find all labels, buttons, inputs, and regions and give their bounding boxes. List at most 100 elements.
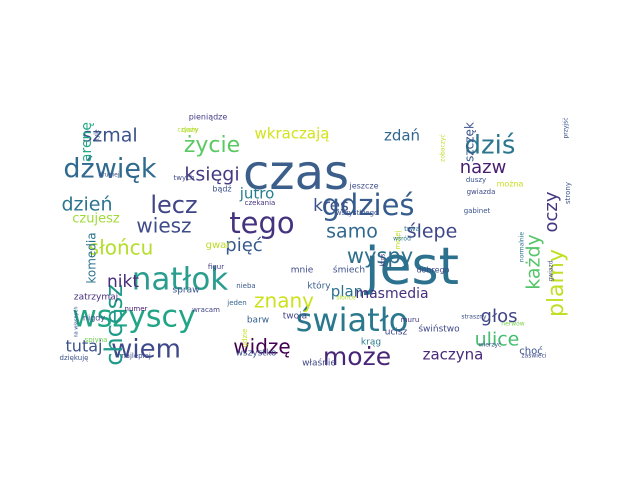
cloud-word: chcesz [100,284,128,365]
cloud-word: wśród [393,236,411,243]
cloud-word: gwiazda [467,188,496,196]
cloud-word: tego [229,206,294,240]
cloud-word: zdań [384,127,420,145]
cloud-word: słońce [336,295,356,302]
cloud-word: mojej [394,230,402,249]
cloud-word: natłok [132,262,229,298]
cloud-word: wracam [192,306,220,314]
cloud-word: nigdy [83,314,105,323]
cloud-word: śmiech [333,265,365,276]
cloud-word: przyjść [563,117,570,138]
cloud-word: mnie [291,266,314,276]
cloud-word: pieniądze [189,113,228,122]
cloud-word: lecz [150,191,197,219]
cloud-word: muru [401,316,420,324]
cloud-word: masmedia [355,286,428,302]
cloud-word: zaczyna [423,346,484,364]
cloud-word: jest [364,237,459,297]
cloud-word: tutaj [66,337,103,356]
cloud-word: barw [247,316,269,326]
cloud-word: właśnie [302,358,336,369]
cloud-word: jeden [226,299,246,307]
cloud-word: dzień [61,194,112,216]
cloud-word: choć [519,345,542,357]
cloud-word: wszystko [236,349,277,359]
cloud-word: jeszcze [348,182,378,191]
cloud-word: gwar [206,240,232,251]
cloud-word: ulice [475,329,520,351]
cloud-word: spiyna [85,336,108,344]
cloud-word: nerwów [501,321,525,328]
cloud-word: zaświeci [521,353,547,360]
cloud-word: gdzie [241,329,249,348]
cloud-word: wszyscy [72,300,196,335]
cloud-word: najlepiej [121,352,151,360]
cloud-word: widzę [233,335,290,359]
cloud-word: bądź [212,185,231,194]
cloud-word: plamy [544,249,569,317]
cloud-word: duży [182,126,199,134]
cloud-word: pięć [225,235,262,256]
cloud-word: dziś [465,131,516,161]
cloud-word: kres [313,196,349,216]
cloud-word: plan [331,283,363,301]
cloud-word: głos [481,306,518,327]
cloud-word: można [497,180,524,189]
cloud-word: wierzyć [479,342,502,349]
cloud-word: twoja [283,312,307,322]
cloud-word: wiesz [136,214,191,238]
cloud-word: ucisz [385,328,408,338]
cloud-word: strony [564,182,572,204]
cloud-word: ktoś [380,254,387,267]
cloud-word: czas [243,145,349,201]
cloud-word: czynny [177,127,199,134]
cloud-word: tyle [94,129,101,141]
cloud-word: czekania [245,199,276,207]
cloud-word: zobaczyć [440,134,447,162]
cloud-word: świństwo [418,324,460,335]
cloud-word: wszystkiego [336,209,379,217]
cloud-word: wyspy [347,244,413,268]
cloud-word: dziękuję [60,354,89,362]
cloud-word: nieba [236,282,255,290]
cloud-word: słońcu [89,236,154,260]
cloud-word: nikt [107,272,139,292]
cloud-word: znany [254,289,314,313]
cloud-word: dźwięk [63,154,157,185]
cloud-word: nazw [460,157,507,178]
cloud-word: każdy [523,234,545,290]
cloud-word: arenę [79,122,95,162]
cloud-word: figur [208,263,224,271]
cloud-word: ślepe [407,221,458,243]
cloud-word: szmal [82,125,137,147]
cloud-word: który [307,281,331,292]
cloud-word: gwiazd [548,260,555,281]
cloud-word: jutro [239,185,275,203]
cloud-word: dobrego [416,266,449,275]
cloud-word: drugiej [99,172,120,179]
cloud-word: może [323,342,391,371]
cloud-word: gabinet [464,207,491,215]
cloud-word: życie [184,133,240,158]
cloud-word: spraw [173,286,200,296]
cloud-word: krąg [361,338,381,348]
cloud-word: normalnie [519,232,526,262]
cloud-word: straszny [461,314,487,321]
cloud-word: wkraczają [255,125,330,143]
cloud-word: czujesz [72,212,120,227]
cloud-word: zatrzymaj [74,293,118,303]
cloud-word: samo [326,221,378,243]
cloud-word: światło [296,301,409,339]
cloud-word: oczy [541,191,562,232]
cloud-word: numer [125,305,148,313]
cloud-word: szczęk [463,122,477,162]
cloud-word: trwa [404,225,420,233]
cloud-word: księgi [184,164,239,186]
cloud-word: twych [174,174,195,182]
cloud-word: gdzieś [321,188,414,222]
cloud-word: duszy [466,176,486,184]
cloud-word: wiem [111,335,181,365]
cloud-word: komedia [85,232,99,283]
cloud-word: na własnych [74,306,80,337]
